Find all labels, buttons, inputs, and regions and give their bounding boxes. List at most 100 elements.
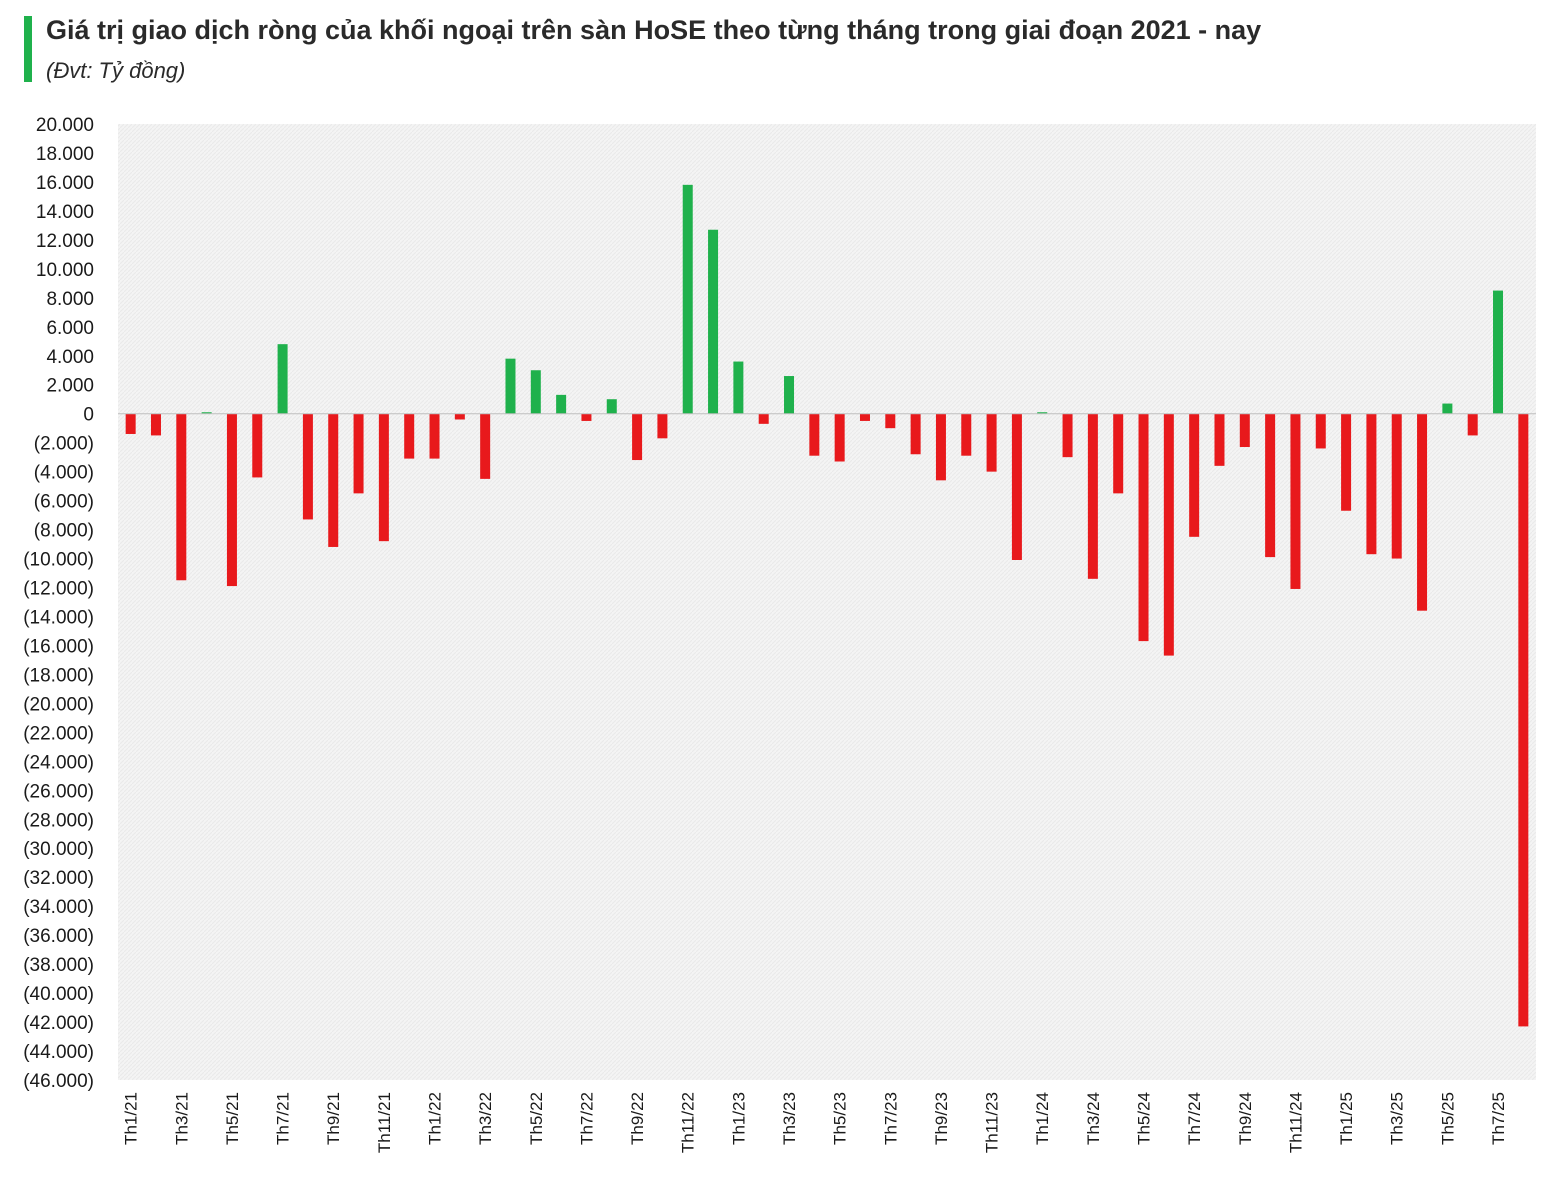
x-tick-label: Th1/25	[1337, 1092, 1356, 1145]
bar-th10-24	[1265, 413, 1276, 558]
y-tick-label: (22.000)	[23, 723, 94, 744]
bar-th4-23	[809, 413, 820, 456]
x-tick-label: Th1/24	[1033, 1092, 1052, 1145]
bar-th11-23	[986, 413, 997, 472]
y-tick-label: (8.000)	[34, 521, 94, 542]
bar-th8-21	[302, 413, 313, 520]
bar-th10-22	[657, 413, 668, 439]
bar-th5-25	[1442, 403, 1453, 414]
bar-th7-25	[1493, 290, 1504, 414]
y-tick-label: 2.000	[46, 376, 94, 397]
bar-th2-22	[454, 413, 465, 420]
bar-th5-24	[1138, 413, 1149, 642]
bar-th2-24	[1062, 413, 1073, 458]
y-tick-label: (34.000)	[23, 897, 94, 918]
bar-th12-21	[404, 413, 415, 459]
bar-th2-21	[150, 413, 161, 436]
x-tick-label: Th3/25	[1388, 1092, 1407, 1145]
y-tick-label: (26.000)	[23, 781, 94, 802]
y-tick-label: (38.000)	[23, 955, 94, 976]
bar-th7-21	[277, 344, 288, 414]
x-tick-label: Th9/24	[1236, 1092, 1255, 1145]
bar-th5-22	[530, 370, 541, 414]
y-tick-label: (42.000)	[23, 1013, 94, 1034]
title-accent-bar	[24, 16, 32, 82]
bar-th11-21	[378, 413, 389, 542]
bar-th9-22	[632, 413, 643, 461]
y-tick-label: (14.000)	[23, 607, 94, 628]
plot-area	[118, 124, 1536, 1080]
bar-th5-21	[226, 413, 237, 587]
y-tick-label: (24.000)	[23, 752, 94, 773]
x-tick-label: Th9/23	[932, 1092, 951, 1145]
x-axis-ticks: Th1/21 Th3/21 Th5/21 Th7/21 Th9/21 Th11/21 Th1…	[122, 1092, 1508, 1153]
bar-th10-21	[353, 413, 364, 494]
x-tick-label: Th5/24	[1135, 1092, 1154, 1145]
x-tick-label: Th7/23	[881, 1092, 900, 1145]
y-tick-label: 20.000	[36, 115, 94, 136]
bar-th10-23	[961, 413, 972, 456]
bar-th4-24	[1113, 413, 1124, 494]
x-tick-label: Th11/21	[375, 1092, 394, 1153]
bar-th1-21	[125, 413, 136, 434]
x-tick-label: Th5/23	[831, 1092, 850, 1145]
y-tick-label: (36.000)	[23, 926, 94, 947]
y-tick-label: 12.000	[36, 231, 94, 252]
bar-th3-23	[784, 376, 795, 414]
bar-th8-24	[1214, 413, 1225, 466]
bar-th2-23	[758, 413, 769, 424]
y-tick-label: (10.000)	[23, 550, 94, 571]
x-tick-label: Th11/22	[679, 1092, 698, 1153]
y-tick-label: (4.000)	[34, 463, 94, 484]
bar-th5-23	[834, 413, 845, 462]
chart-subtitle: (Đvt: Tỷ đồng)	[46, 58, 186, 83]
y-tick-label: (30.000)	[23, 839, 94, 860]
y-tick-label: (18.000)	[23, 665, 94, 686]
x-tick-label: Th11/24	[1286, 1092, 1305, 1153]
y-tick-label: (6.000)	[34, 492, 94, 513]
bar-th1-22	[429, 413, 440, 459]
bar-th8-23	[910, 413, 921, 455]
bar-th2-25	[1366, 413, 1377, 555]
bar-th9-24	[1239, 413, 1250, 448]
x-tick-label: Th3/22	[476, 1092, 495, 1145]
y-tick-label: (16.000)	[23, 636, 94, 657]
y-tick-label: 0	[83, 405, 94, 426]
y-tick-label: (44.000)	[23, 1042, 94, 1063]
bar-th3-25	[1391, 413, 1402, 559]
bar-th9-23	[935, 413, 946, 481]
bar-th11-24	[1290, 413, 1301, 589]
x-tick-label: Th7/25	[1489, 1092, 1508, 1145]
x-tick-label: Th7/21	[274, 1092, 293, 1145]
x-tick-label: Th9/21	[324, 1092, 343, 1145]
x-tick-label: Th3/23	[780, 1092, 799, 1145]
y-tick-label: (28.000)	[23, 810, 94, 831]
y-tick-label: (40.000)	[23, 984, 94, 1005]
y-tick-label: (46.000)	[23, 1071, 94, 1092]
y-tick-label: 8.000	[46, 289, 94, 310]
y-tick-label: (12.000)	[23, 579, 94, 600]
x-tick-label: Th5/25	[1438, 1092, 1457, 1145]
bar-th6-21	[252, 413, 263, 478]
y-tick-label: (20.000)	[23, 694, 94, 715]
y-axis-ticks: 20.000 18.000 16.000 14.000 12.000 10.000 8.00…	[23, 115, 94, 1092]
bar-th3-21	[176, 413, 187, 581]
x-tick-label: Th1/23	[729, 1092, 748, 1145]
bar-th7-23	[885, 413, 896, 429]
x-tick-label: Th3/21	[172, 1092, 191, 1145]
bar-th12-24	[1315, 413, 1326, 449]
bar-th4-21	[201, 412, 212, 414]
bar-th1-25	[1341, 413, 1352, 511]
y-tick-label: (2.000)	[34, 434, 94, 455]
bar-th6-24	[1163, 413, 1174, 656]
bar-th9-21	[328, 413, 339, 547]
bar-th12-23	[1011, 413, 1022, 560]
x-tick-label: Th1/22	[426, 1092, 445, 1145]
bar-th6-25	[1467, 413, 1478, 436]
x-tick-label: Th1/21	[122, 1092, 141, 1145]
bars-group	[125, 184, 1529, 1027]
bar-th7-22	[581, 413, 592, 421]
y-tick-label: 10.000	[36, 260, 94, 281]
bar-th3-22	[480, 413, 491, 479]
